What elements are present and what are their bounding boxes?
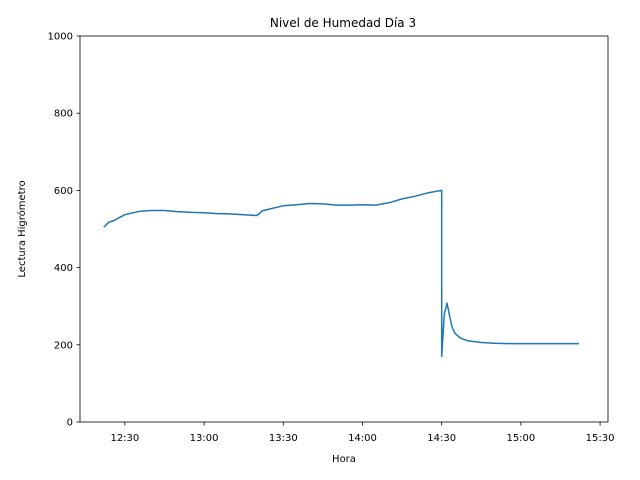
plot-area	[79, 35, 609, 423]
y-tick-label: 400	[54, 263, 73, 274]
y-axis-label: Lectura Higrómetro	[16, 180, 28, 277]
x-tick-label: 15:00	[506, 433, 535, 444]
x-tick-label: 15:30	[586, 433, 615, 444]
x-tick-label: 14:00	[348, 433, 377, 444]
y-tick-label: 600	[54, 186, 73, 197]
y-tick-label: 1000	[48, 32, 73, 43]
x-tick-label: 12:30	[110, 433, 139, 444]
x-tick-label: 13:00	[190, 433, 219, 444]
x-tick-label: 13:30	[269, 433, 298, 444]
chart-title: Nivel de Humedad Día 3	[270, 16, 416, 30]
y-tick-label: 200	[54, 340, 73, 351]
y-tick-label: 0	[67, 418, 73, 429]
x-tick-label: 14:30	[427, 433, 456, 444]
x-axis-label: Hora	[332, 454, 356, 465]
series-line-humidity	[103, 189, 579, 358]
y-tick-label: 800	[54, 109, 73, 120]
